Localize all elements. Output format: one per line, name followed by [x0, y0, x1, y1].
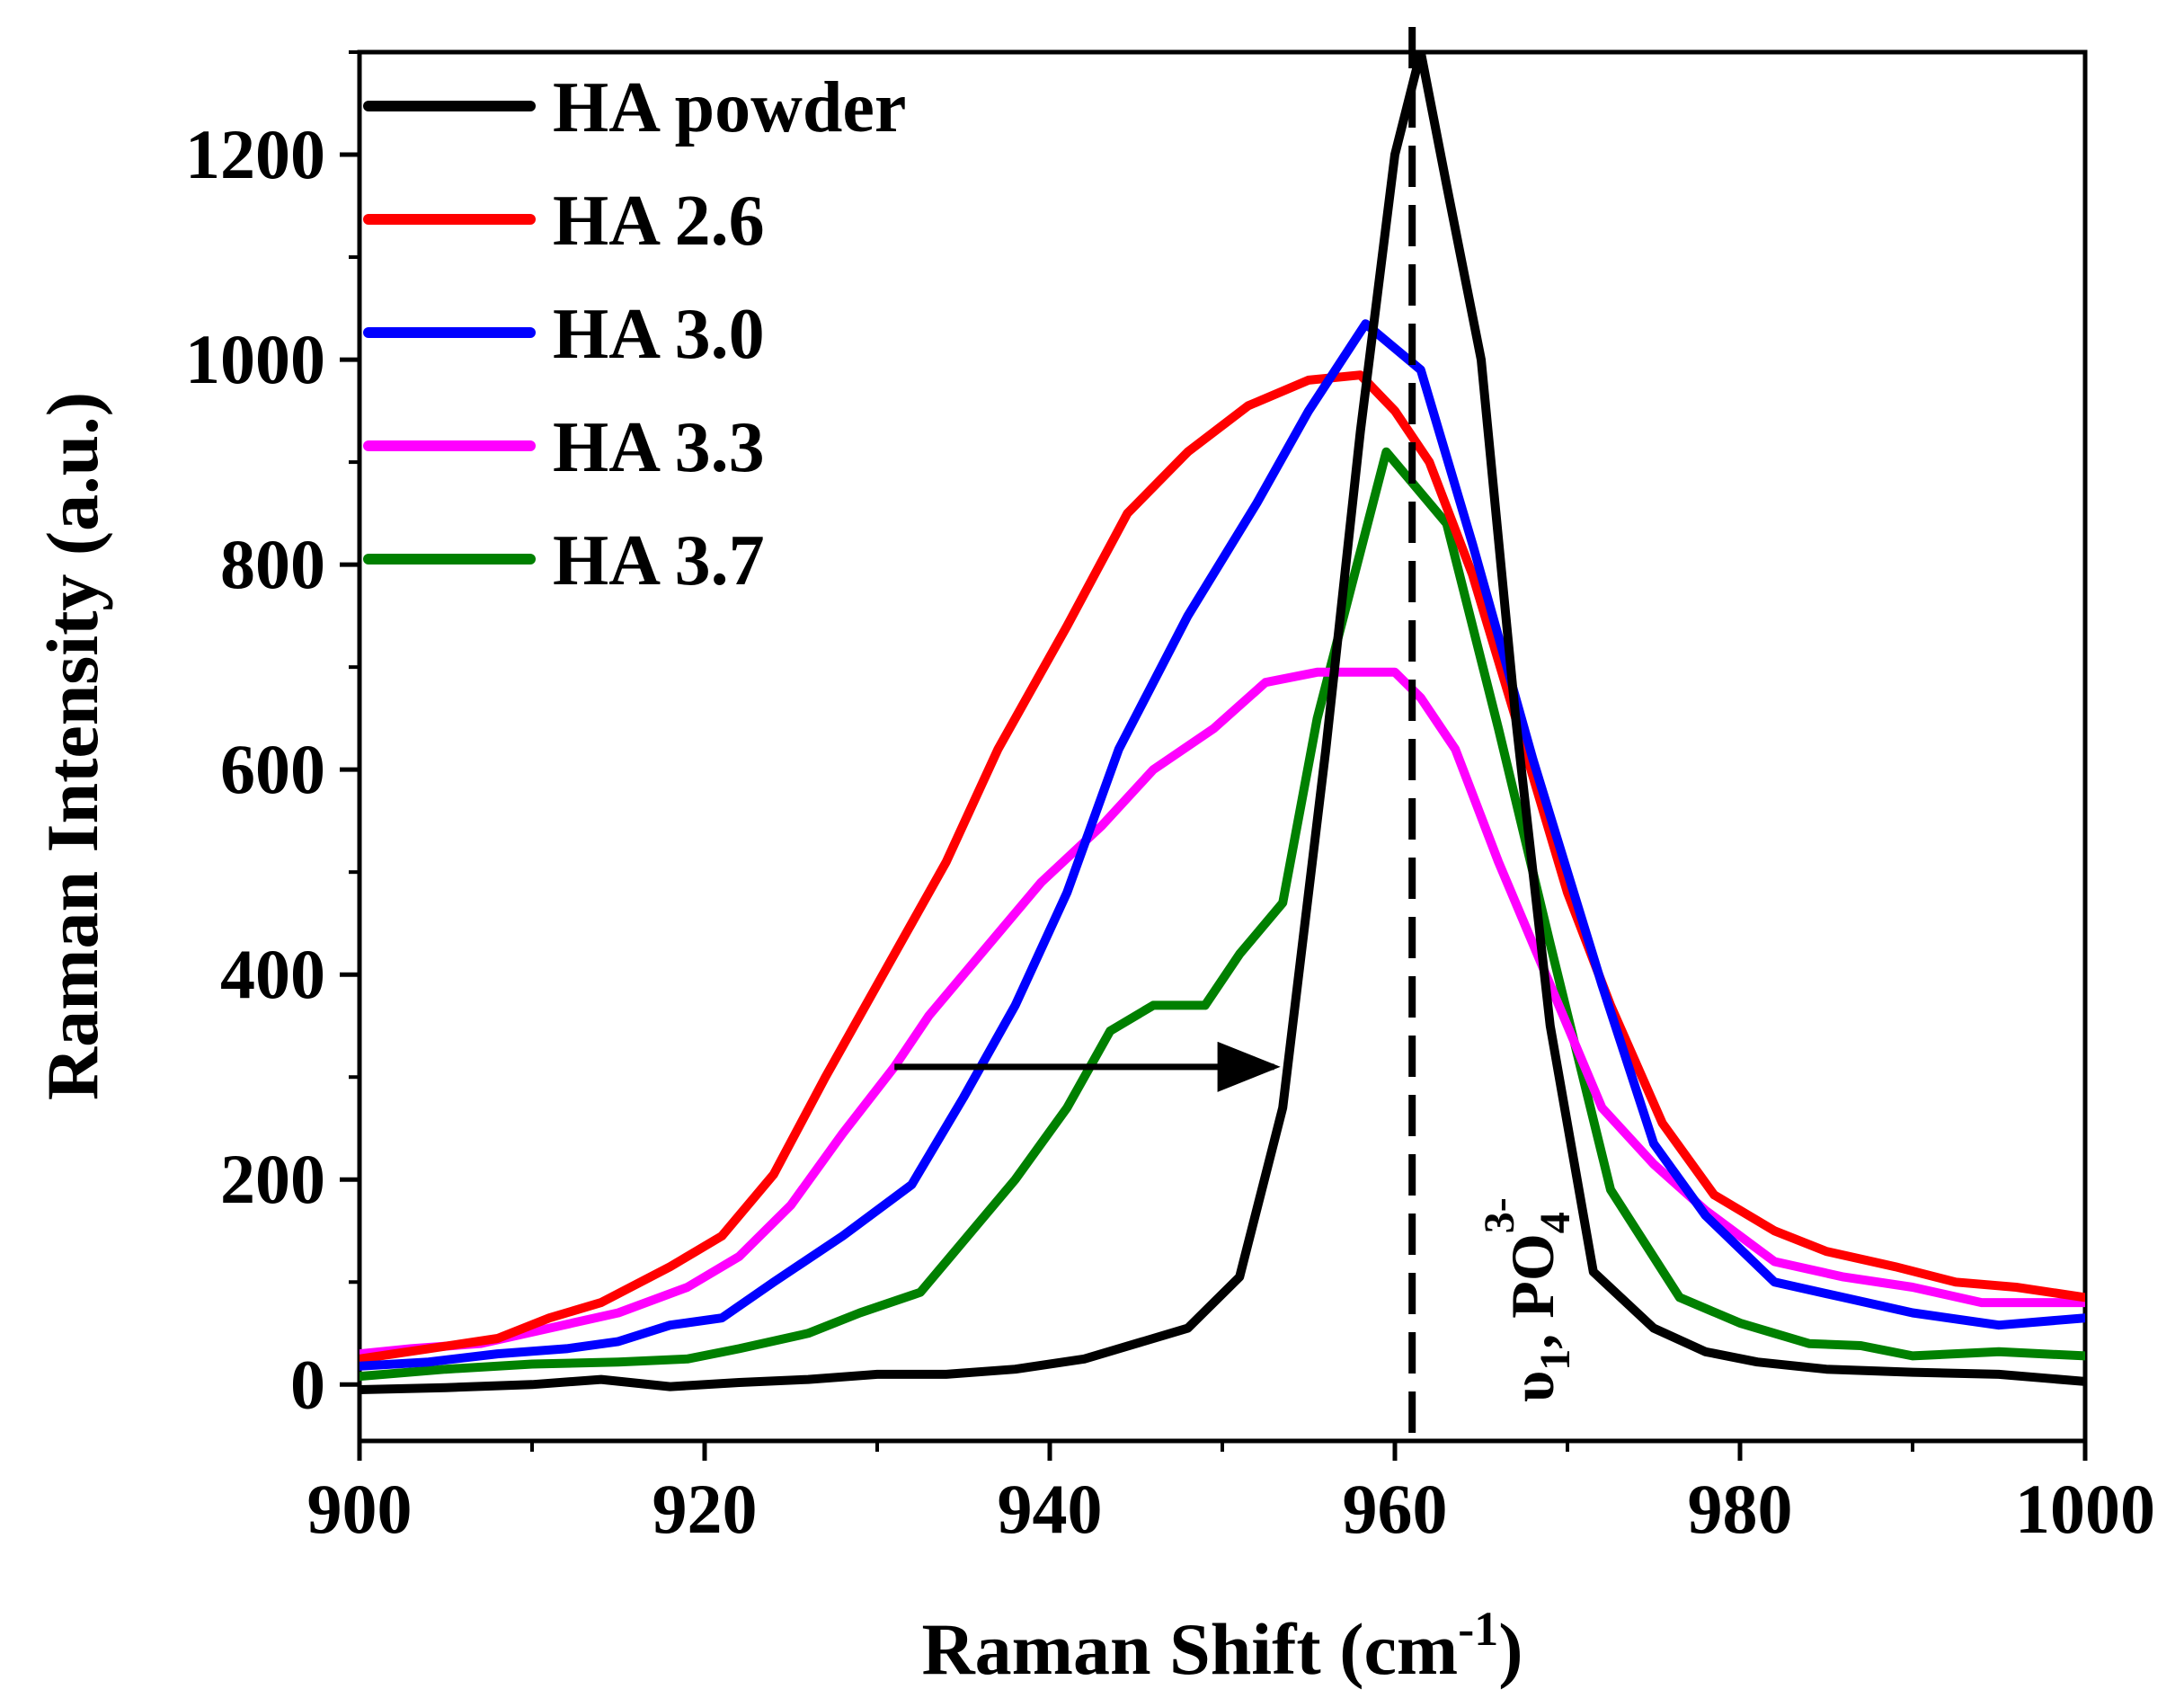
series-line-ha-3-7 — [360, 447, 2085, 1382]
x-axis-title-main: Raman Shift (cm — [921, 1608, 1458, 1690]
x-tick-label: 900 — [307, 1470, 413, 1548]
x-axis-title: Raman Shift (cm-1) — [921, 1602, 1523, 1690]
x-tick-label: 940 — [998, 1470, 1103, 1548]
x-tick-label: 980 — [1688, 1470, 1793, 1548]
series-lines — [360, 52, 2085, 1394]
y-axis-title: Raman Intensity (a.u.) — [31, 392, 113, 1100]
x-tick-label: 920 — [653, 1470, 758, 1548]
x-axis-ticks: 900 920 940 960 980 1000 — [307, 1441, 2155, 1548]
y-tick-label: 1000 — [185, 320, 325, 398]
series-line-ha-3-0 — [360, 319, 2085, 1371]
x-tick-label: 960 — [1343, 1470, 1448, 1548]
annotation-symbol: υ — [1498, 1371, 1567, 1402]
annotation-text: , PO — [1498, 1233, 1567, 1348]
legend-label: HA 3.0 — [553, 295, 765, 374]
legend-label: HA powder — [553, 68, 906, 147]
annotation-sub2: 4 — [1531, 1212, 1579, 1233]
series-line-ha-powder — [360, 52, 2085, 1394]
x-axis-title-close: ) — [1498, 1608, 1523, 1690]
y-tick-label: 800 — [220, 525, 325, 603]
x-tick-label: 1000 — [2015, 1470, 2155, 1548]
series-line-ha-2-6 — [360, 370, 2085, 1364]
legend-label: HA 2.6 — [553, 182, 765, 261]
annotation-sub: 1 — [1531, 1349, 1579, 1371]
y-tick-label: 0 — [290, 1345, 325, 1423]
y-axis-ticks: 0 200 400 600 800 1000 1200 — [185, 50, 360, 1423]
legend: HA powder HA 2.6 HA 3.0 HA 3.3 HA 3.7 — [363, 68, 906, 600]
y-tick-label: 200 — [220, 1140, 325, 1218]
x-axis-title-sup: -1 — [1458, 1602, 1498, 1656]
legend-label: HA 3.7 — [553, 521, 765, 600]
legend-label: HA 3.3 — [553, 408, 765, 487]
peak-annotation: υ1, PO4 3- — [1476, 1197, 1579, 1402]
y-tick-label: 1200 — [185, 115, 325, 193]
y-tick-label: 600 — [220, 730, 325, 808]
y-tick-label: 400 — [220, 935, 325, 1013]
annotation-sup: 3- — [1476, 1197, 1523, 1233]
